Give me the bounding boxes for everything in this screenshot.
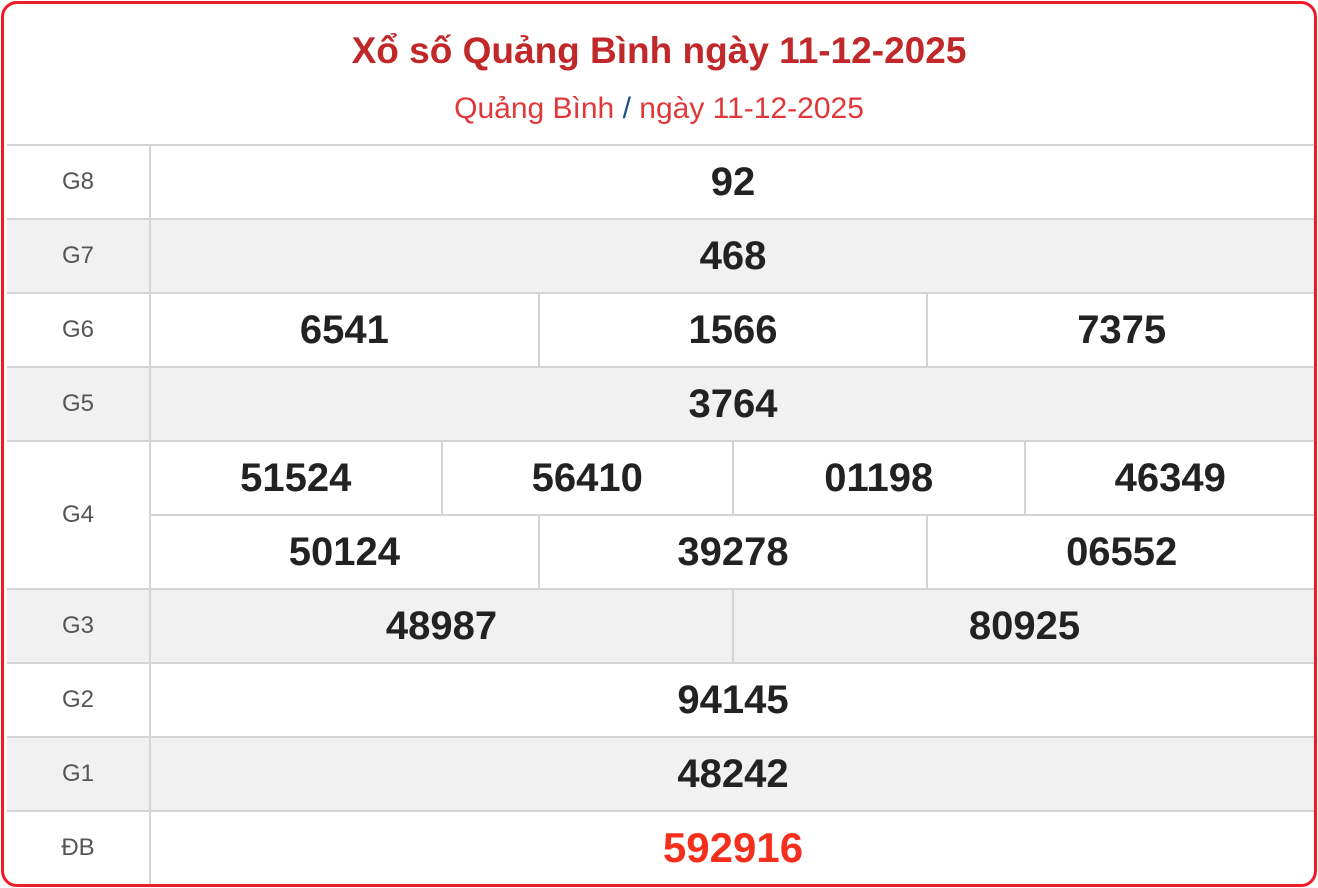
prize-values: 48987 80925 bbox=[151, 590, 1314, 662]
prize-values: 94145 bbox=[151, 664, 1314, 736]
breadcrumb-date-link[interactable]: ngày 11-12-2025 bbox=[639, 92, 864, 125]
prize-number: 48242 bbox=[677, 751, 789, 796]
prize-label: ĐB bbox=[7, 812, 151, 884]
prize-number: 3764 bbox=[688, 381, 778, 426]
prize-label: G5 bbox=[7, 368, 151, 440]
breadcrumb-province-link[interactable]: Quảng Bình bbox=[454, 92, 615, 125]
prize-label: G4 bbox=[7, 442, 151, 588]
prize-number: 92 bbox=[710, 159, 756, 204]
prize-number: 06552 bbox=[926, 516, 1314, 588]
page-title: Xổ số Quảng Bình ngày 11-12-2025 bbox=[351, 30, 967, 71]
prize-label: G7 bbox=[7, 220, 151, 292]
prize-subrow: 48987 80925 bbox=[151, 590, 1314, 662]
prize-label: G1 bbox=[7, 738, 151, 810]
prize-subrow: 51524 56410 01198 46349 bbox=[151, 442, 1315, 514]
prize-row-g1: G1 48242 bbox=[7, 738, 1314, 812]
prize-label: G2 bbox=[7, 664, 151, 736]
prize-values: 48242 bbox=[151, 738, 1314, 810]
prize-row-g3: G3 48987 80925 bbox=[7, 590, 1314, 664]
prize-number: 46349 bbox=[1023, 442, 1315, 514]
prize-number: 7375 bbox=[926, 294, 1314, 366]
prize-values: 51524 56410 01198 46349 50124 39278 06552 bbox=[151, 442, 1315, 588]
prize-label: G8 bbox=[7, 146, 151, 218]
prize-subrow: 592916 bbox=[151, 812, 1314, 884]
prize-number: 01198 bbox=[732, 442, 1024, 514]
prize-label: G3 bbox=[7, 590, 151, 662]
prize-label: G6 bbox=[7, 294, 151, 366]
prize-values: 592916 bbox=[151, 812, 1314, 884]
prize-number: 6541 bbox=[299, 307, 389, 352]
prize-values: 6541 1566 7375 bbox=[151, 294, 1314, 366]
prize-number: 51524 bbox=[240, 455, 352, 500]
prize-number: 468 bbox=[699, 233, 767, 278]
prize-row-đb: ĐB 592916 bbox=[7, 812, 1314, 884]
prize-row-g2: G2 94145 bbox=[7, 664, 1314, 738]
prize-row-g5: G5 3764 bbox=[7, 368, 1314, 442]
prize-subrow: 94145 bbox=[151, 664, 1314, 736]
breadcrumb-separator: / bbox=[622, 92, 631, 125]
prize-row-g8: G8 92 bbox=[7, 146, 1314, 220]
prize-number: 39278 bbox=[537, 516, 927, 588]
prize-row-g4: G4 51524 56410 01198 46349 50124 39278 06552 bbox=[7, 442, 1315, 590]
prize-subrow: 50124 39278 06552 bbox=[151, 514, 1314, 588]
prize-values: 92 bbox=[151, 146, 1314, 218]
prize-number: 1566 bbox=[537, 294, 927, 366]
breadcrumb: Quảng Bình / ngày 11-12-2025 bbox=[4, 92, 1314, 126]
prize-subrow: 92 bbox=[151, 146, 1314, 218]
results-table: G8 92 G7 468 G6 6541 1566 7375 G5 3764 G4 51524 5641… bbox=[7, 144, 1315, 884]
prize-subrow: 3764 bbox=[151, 368, 1314, 440]
special-prize-number: 592916 bbox=[662, 824, 804, 871]
prize-row-g6: G6 6541 1566 7375 bbox=[7, 294, 1314, 368]
prize-subrow: 6541 1566 7375 bbox=[151, 294, 1314, 366]
prize-number: 56410 bbox=[440, 442, 733, 514]
prize-values: 3764 bbox=[151, 368, 1314, 440]
prize-number: 80925 bbox=[732, 590, 1314, 662]
prize-row-g7: G7 468 bbox=[7, 220, 1314, 294]
prize-number: 48987 bbox=[385, 603, 498, 648]
prize-values: 468 bbox=[151, 220, 1314, 292]
prize-number: 94145 bbox=[677, 677, 789, 722]
prize-subrow: 48242 bbox=[151, 738, 1314, 810]
prize-subrow: 468 bbox=[151, 220, 1314, 292]
prize-number: 50124 bbox=[288, 529, 400, 574]
